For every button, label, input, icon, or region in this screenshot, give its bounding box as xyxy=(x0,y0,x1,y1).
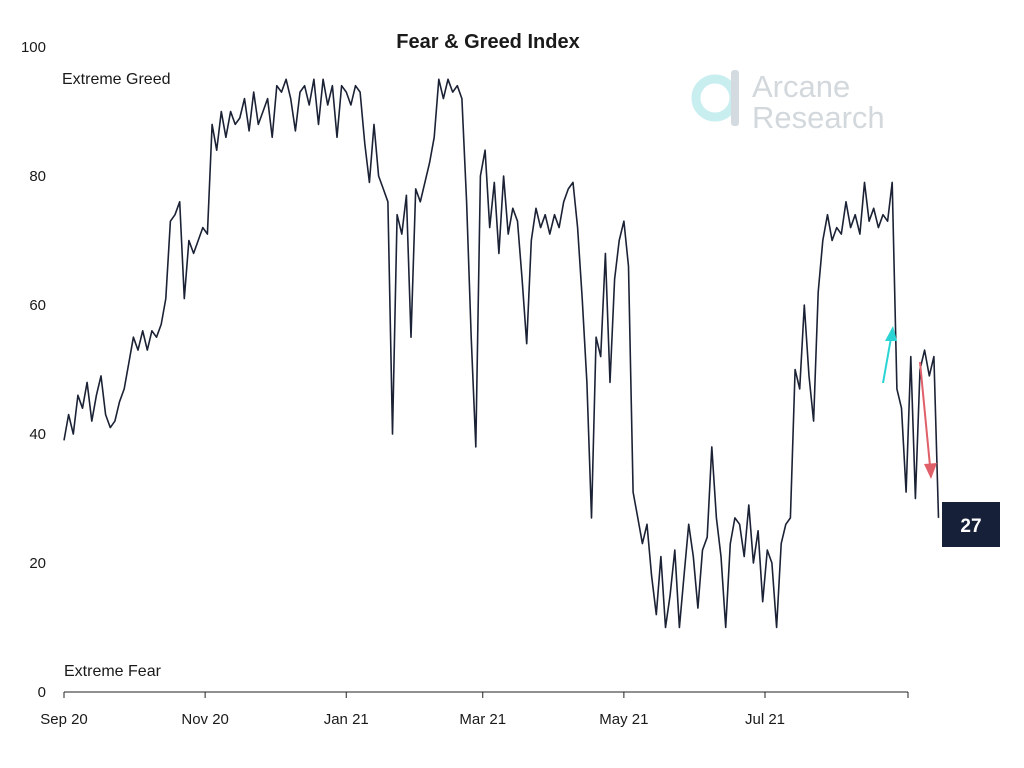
watermark-line2: Research xyxy=(752,100,885,135)
y-tick-label: 100 xyxy=(21,39,46,56)
x-axis: Sep 20 Nov 20 Jan 21 Mar 21 May 21 Jul 21 xyxy=(40,692,909,728)
y-tick-label: 60 xyxy=(29,297,46,314)
y-tick-label: 80 xyxy=(29,168,46,185)
latest-value-badge: 27 xyxy=(942,502,1000,547)
y-axis: 0 20 40 60 80 100 xyxy=(21,39,46,701)
chart-title: Fear & Greed Index xyxy=(396,31,579,53)
x-tick-label: Jan 21 xyxy=(324,711,369,728)
series-line xyxy=(63,78,940,629)
extreme-fear-label: Extreme Fear xyxy=(64,663,162,680)
x-tick-label: May 21 xyxy=(599,711,648,728)
series-group xyxy=(63,78,940,629)
x-tick-label: Sep 20 xyxy=(40,711,88,728)
arrow-down-icon xyxy=(919,361,937,479)
x-tick-label: Nov 20 xyxy=(181,711,229,728)
extreme-greed-label: Extreme Greed xyxy=(62,71,170,88)
arrow-up-icon xyxy=(882,326,897,384)
x-tick-label: Jul 21 xyxy=(745,711,785,728)
arcane-logo-icon xyxy=(691,70,739,126)
y-tick-label: 20 xyxy=(29,555,46,572)
watermark-line1: Arcane xyxy=(752,69,850,104)
x-tick-label: Mar 21 xyxy=(459,711,506,728)
y-tick-label: 40 xyxy=(29,426,46,443)
latest-value-text: 27 xyxy=(960,516,981,537)
y-tick-label: 0 xyxy=(38,684,46,701)
